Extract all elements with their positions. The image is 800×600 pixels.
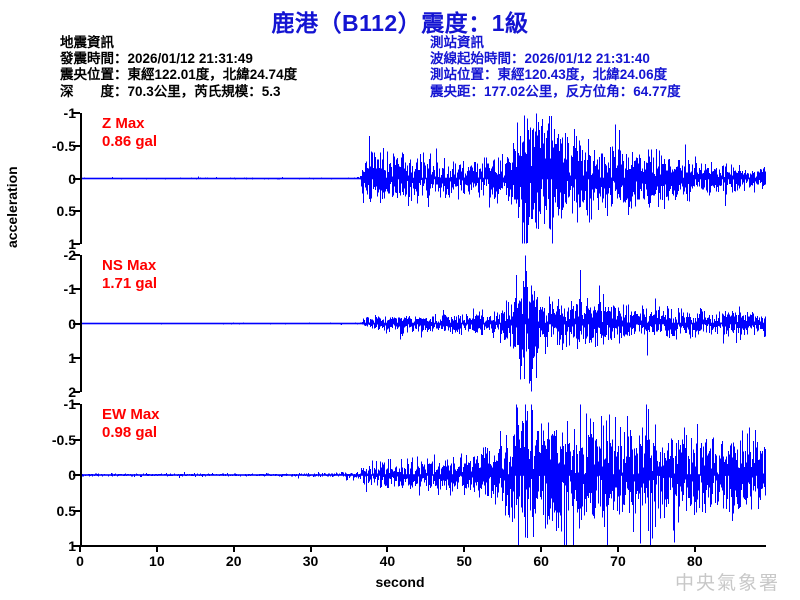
earthquake-info-block: 地震資訊 發震時間：2026/01/12 21:31:49 震央位置：東經122… [60,35,297,100]
max-label-ew: EW Max 0.98 gal [102,406,160,442]
y-tick-label-ew-1: 0.5 [56,502,76,519]
y-tick-ns-1 [73,356,80,359]
y-tick-ns-2 [73,322,80,325]
y-tick-label-ew-3: -0.5 [51,431,76,448]
station-info-block: 測站資訊 波線起始時間：2026/01/12 21:31:40 測站位置：東經1… [430,35,681,100]
y-tick-z-4 [73,112,80,114]
y-tick-label-ns-0: 2 [68,384,76,400]
y-tick-z-3 [73,144,80,147]
x-tick-label-6: 60 [533,553,549,569]
x-tick-label-1: 10 [149,553,165,569]
y-tick-z-1 [73,210,80,213]
y-tick-ns-4 [73,254,80,256]
x-tick-8 [693,545,696,552]
y-tick-ew-2 [73,474,80,476]
max-label-ns-name: NS Max [102,257,157,274]
max-label-z-name: Z Max [102,115,145,132]
y-tick-label-ns-3: -1 [63,281,76,298]
y-tick-ew-4 [73,403,80,405]
y-axis-label: acceleration [4,166,20,248]
y-tick-label-z-2: 0 [68,170,76,187]
x-axis-spine [80,545,766,547]
waveform-trace-z [82,113,766,244]
y-tick-ew-3 [73,438,80,441]
y-tick-label-ns-4: -2 [63,247,76,263]
y-tick-ew-1 [73,509,80,512]
x-tick-4 [386,545,389,552]
y-tick-z-2 [73,177,80,180]
max-label-ns: NS Max 1.71 gal [102,257,157,293]
y-tick-label-z-3: -0.5 [51,137,76,154]
x-tick-1 [155,545,158,552]
y-tick-label-ew-4: -1 [63,396,76,412]
y-axis-spine-z [80,113,82,244]
y-tick-label-ew-2: 0 [68,467,76,483]
max-label-z-value: 0.86 gal [102,133,158,150]
max-label-ew-value: 0.98 gal [102,424,158,441]
x-tick-label-2: 20 [225,553,242,569]
waveform-trace-ns [82,255,766,392]
earthquake-depth-magnitude: 深 度：70.3公里，芮氏規模：5.3 [60,83,281,99]
max-label-z: Z Max 0.86 gal [102,115,157,151]
y-tick-label-ew-0: 1 [68,538,76,554]
x-tick-0 [79,545,81,552]
agency-watermark: 中央氣象署 [674,573,780,594]
waveform-panel-ns: 2 1 0 -1 -2 NS Max 1.71 gal [64,247,766,400]
page-title: 鹿港（B112）震度：1級 [271,10,529,36]
x-axis-label: second [375,574,425,590]
waveform-panel-ew: 1 0.5 0 -0.5 -1 EW Max 0.98 gal [52,396,766,554]
x-tick-label-7: 70 [610,553,626,569]
earthquake-origin-time: 發震時間：2026/01/12 21:31:49 [60,51,253,67]
waveform-panel-z: 1 0.5 0 -0.5 -1 Z Max 0.86 gal [52,105,766,252]
x-tick-5 [463,545,466,552]
x-tick-label-8: 80 [687,553,703,569]
y-tick-label-z-4: -1 [63,105,76,121]
y-tick-label-z-0: 1 [68,236,76,252]
x-tick-6 [540,545,543,552]
station-info-heading: 測站資訊 [430,35,484,50]
x-tick-3 [309,545,312,552]
earthquake-info-heading: 地震資訊 [60,35,114,50]
y-axis-spine-ew [80,404,82,546]
x-tick-7 [616,545,619,552]
y-tick-label-z-1: 0.5 [56,203,76,220]
y-tick-ns-3 [73,288,80,291]
y-tick-ew-0 [73,545,80,547]
y-tick-label-ns-1: 1 [68,349,76,366]
y-tick-ns-0 [73,391,80,393]
y-axis-spine-ns [80,255,82,392]
station-epicentral-distance: 震央距：177.02公里，反方位角：64.77度 [430,83,681,99]
y-tick-label-ns-2: 0 [68,315,76,332]
waveform-trace-ew [82,404,766,546]
station-waveform-start-time: 波線起始時間：2026/01/12 21:31:40 [430,51,650,67]
x-tick-2 [232,545,235,552]
x-tick-label-5: 50 [456,553,473,569]
x-tick-label-0: 0 [76,553,84,569]
max-label-ns-value: 1.71 gal [102,275,158,292]
earthquake-epicenter: 震央位置：東經122.01度，北緯24.74度 [60,67,298,83]
station-location: 測站位置：東經120.43度，北緯24.06度 [430,67,668,83]
x-tick-label-3: 30 [302,553,319,569]
x-tick-label-4: 40 [379,553,396,569]
max-label-ew-name: EW Max [102,406,160,423]
y-tick-z-0 [73,243,80,245]
